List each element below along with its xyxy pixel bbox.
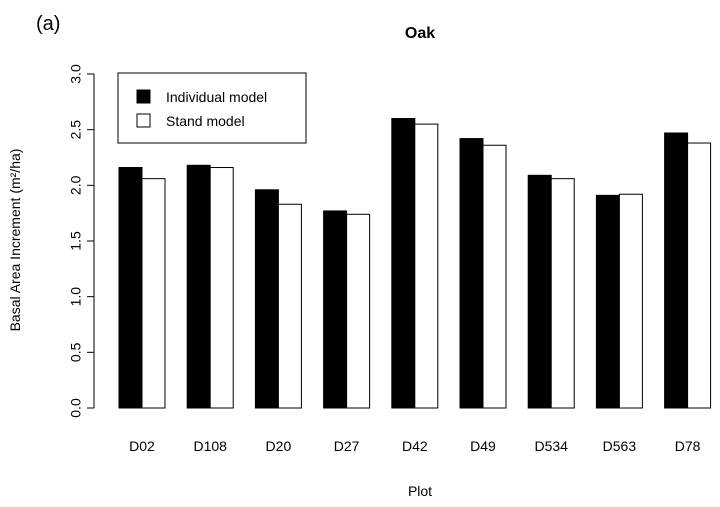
x-tick-label: D78: [675, 438, 701, 454]
x-tick-label: D27: [334, 438, 360, 454]
legend-label: Individual model: [166, 89, 267, 105]
y-tick-label: 2.0: [68, 175, 84, 195]
bar-d27-individual: [323, 210, 348, 409]
legend-swatch: [136, 89, 151, 104]
legend-box: [117, 72, 307, 144]
bar-d108-individual: [186, 164, 211, 409]
bar-d534-stand: [550, 178, 575, 409]
y-tick-label: 1.0: [68, 287, 84, 307]
bar-d42-stand: [414, 123, 439, 409]
bar-d02-stand: [141, 178, 166, 409]
x-axis-title: Plot: [408, 483, 432, 499]
panel-label: (a): [36, 13, 60, 35]
y-tick-label: 3.0: [68, 64, 84, 84]
x-tick-label: D563: [603, 438, 637, 454]
bar-d27-stand: [346, 213, 371, 409]
bar-d78-individual: [664, 132, 689, 409]
x-tick-label: D20: [266, 438, 292, 454]
bar-d534-individual: [527, 174, 552, 409]
legend-label: Stand model: [166, 113, 245, 129]
x-axis: D02 D108 D20 D27 D42 D49 D534 D563 D78: [129, 438, 700, 454]
bar-d42-individual: [391, 118, 416, 409]
y-axis-title: Basal Area Increment (m²/ha): [7, 149, 23, 332]
bar-d563-individual: [595, 194, 620, 409]
x-tick-label: D02: [129, 438, 155, 454]
x-tick-label: D534: [534, 438, 568, 454]
legend: Individual model Stand model: [117, 72, 307, 144]
bar-d78-stand: [687, 142, 712, 409]
x-tick-label: D49: [470, 438, 496, 454]
chart-title: Oak: [405, 25, 435, 42]
bar-d563-stand: [618, 193, 643, 409]
bar-d20-individual: [254, 189, 279, 409]
y-axis: 0.0 0.5 1.0 1.5 2.0 2.5 3.0: [68, 64, 95, 418]
bar-d49-stand: [482, 144, 507, 409]
y-tick-label: 0.5: [68, 342, 84, 362]
bar-d02-individual: [118, 167, 143, 409]
x-tick-label: D108: [193, 438, 227, 454]
x-tick-label: D42: [402, 438, 428, 454]
y-tick-label: 1.5: [68, 231, 84, 251]
y-tick-label: 0.0: [68, 398, 84, 418]
bar-d20-stand: [277, 203, 302, 409]
bars: [118, 118, 712, 409]
legend-swatch: [136, 113, 151, 128]
bar-d108-stand: [209, 167, 234, 409]
bar-d49-individual: [459, 138, 484, 409]
y-tick-label: 2.5: [68, 120, 84, 140]
